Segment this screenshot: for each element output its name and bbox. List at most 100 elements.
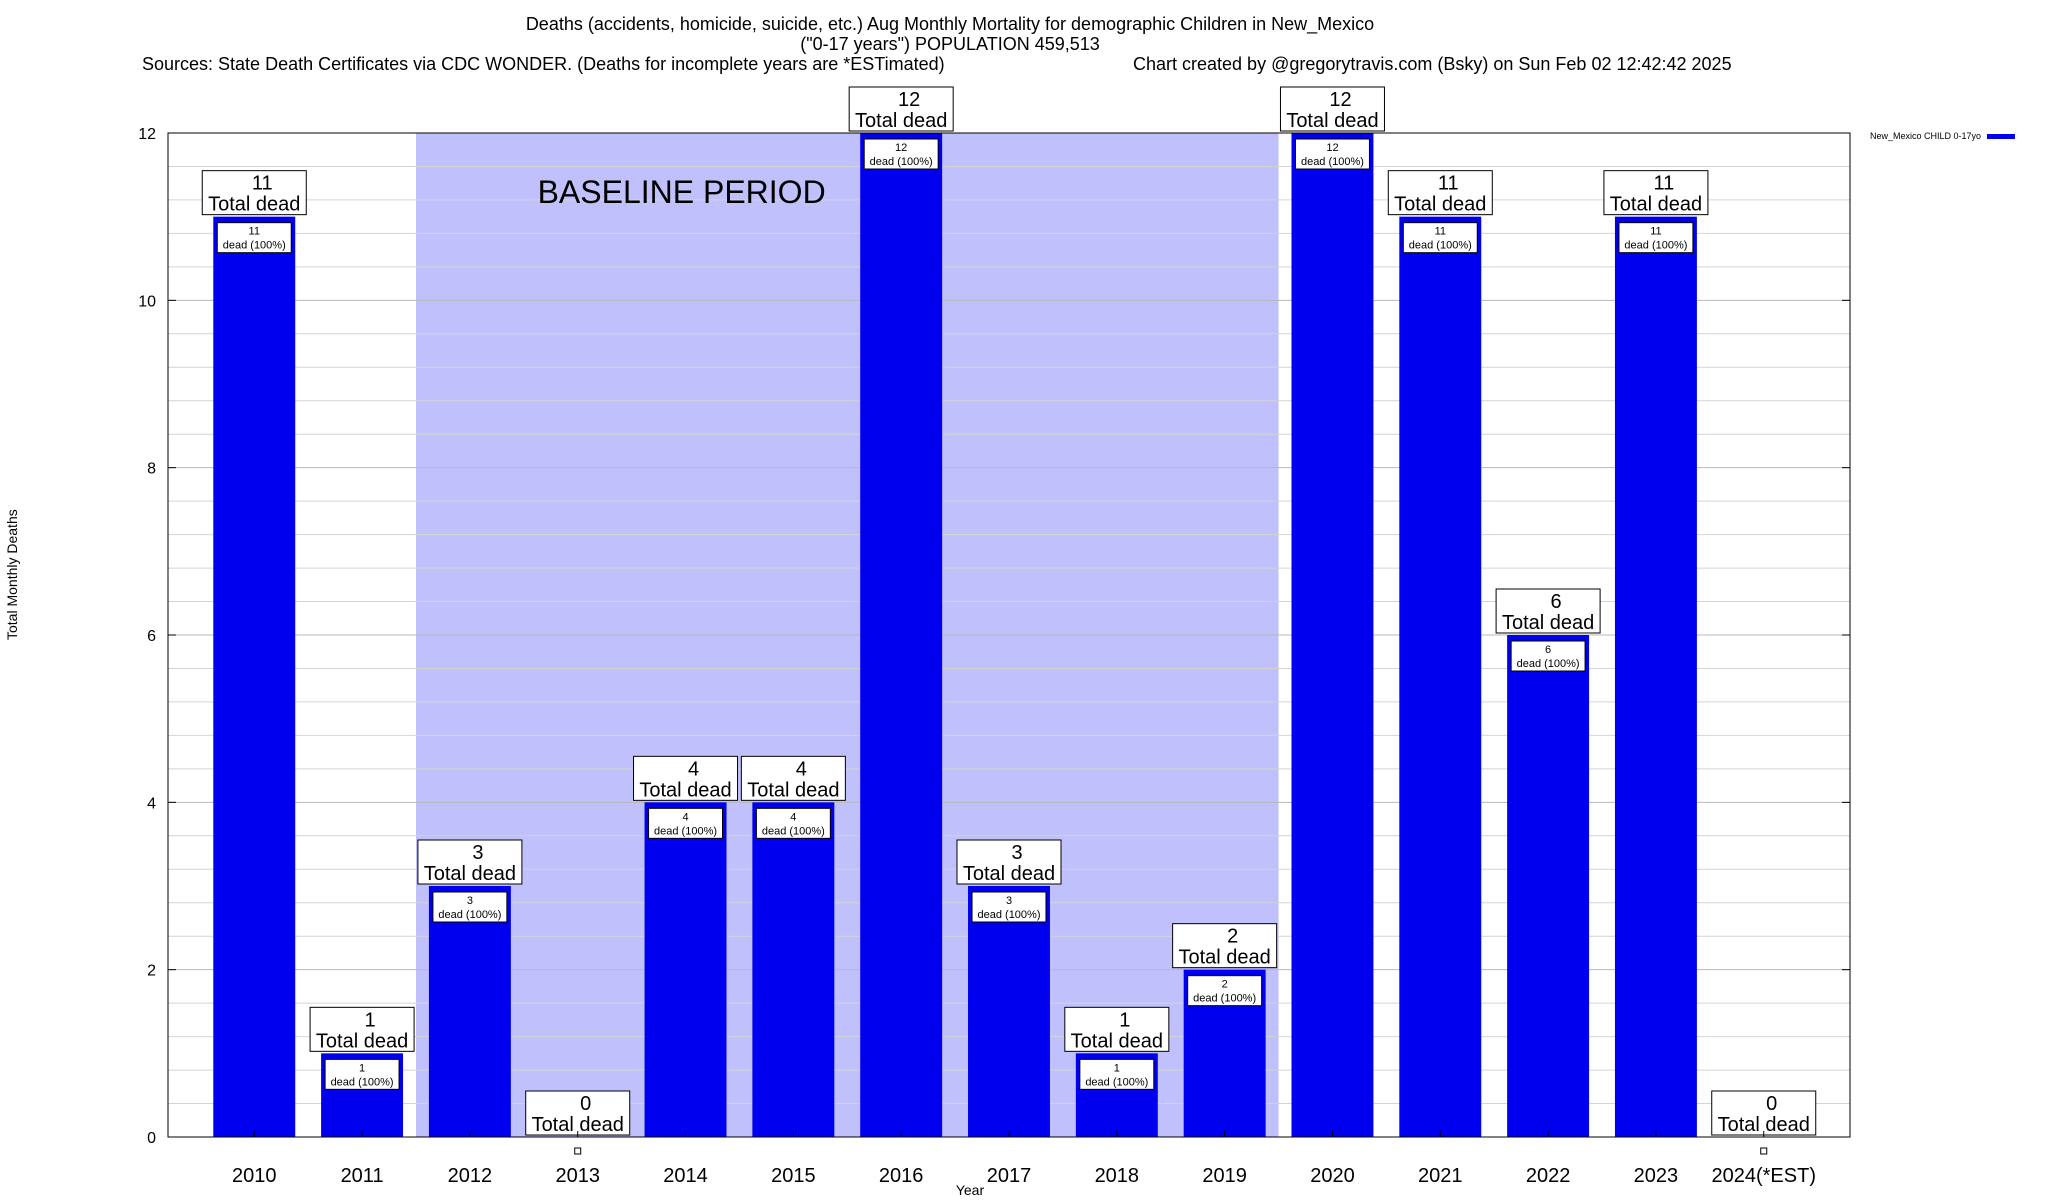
inner-label-pct: dead (100%) xyxy=(1301,156,1364,168)
x-tick-label: 2023 xyxy=(1634,1165,1679,1187)
inner-label-pct: dead (100%) xyxy=(870,156,933,168)
total-label-text: Total dead xyxy=(1502,612,1594,634)
inner-label-box xyxy=(648,807,724,839)
total-label-text: Total dead xyxy=(855,110,947,132)
total-label-box xyxy=(1495,588,1601,634)
total-label-text: Total dead xyxy=(1286,110,1378,132)
bar-2015 xyxy=(752,802,835,1137)
total-label-text: Total dead xyxy=(1718,1114,1810,1136)
inner-label-count: 12 xyxy=(895,142,907,154)
inner-label-box xyxy=(216,222,292,254)
total-label-box xyxy=(1064,1006,1170,1052)
total-label-box xyxy=(1387,170,1493,216)
total-label-value: 0 xyxy=(1766,1093,1777,1115)
inner-label-pct: dead (100%) xyxy=(978,909,1041,921)
x-tick-label: 2016 xyxy=(879,1165,924,1187)
y-axis-label: Total Monthly Deaths xyxy=(4,509,20,640)
chart-credit: Chart created by @gregorytravis.com (Bsk… xyxy=(1133,54,1732,74)
total-label-box xyxy=(201,170,307,216)
inner-label-count: 1 xyxy=(1114,1062,1120,1074)
x-tick-label: 2012 xyxy=(448,1165,493,1187)
total-label-text: Total dead xyxy=(747,779,839,801)
y-tick-label: 2 xyxy=(147,963,156,980)
y-tick-label: 10 xyxy=(138,293,156,310)
total-label-box xyxy=(633,755,739,801)
bar-2017 xyxy=(968,886,1050,1137)
inner-label-pct: dead (100%) xyxy=(438,909,501,921)
total-label-text: Total dead xyxy=(1071,1030,1163,1052)
inner-label-count: 11 xyxy=(249,226,260,238)
total-label-box xyxy=(956,839,1062,885)
x-tick-label: 2021 xyxy=(1418,1165,1463,1187)
total-label-text: Total dead xyxy=(963,863,1055,885)
inner-label-box xyxy=(1187,975,1263,1007)
total-label-text: Total dead xyxy=(1394,194,1486,216)
inner-label-box xyxy=(755,807,831,839)
x-tick-label: 2024(*EST) xyxy=(1711,1165,1816,1187)
total-label-text: Total dead xyxy=(1178,947,1270,969)
bar-2016 xyxy=(860,133,943,1137)
bar-2022 xyxy=(1507,635,1590,1137)
total-label-value: 12 xyxy=(1329,89,1351,111)
chart-title-line-1: Deaths (accidents, homicide, suicide, et… xyxy=(525,14,1375,34)
x-tick-label: 2013 xyxy=(555,1165,600,1187)
total-label-box xyxy=(309,1006,415,1052)
bar-2012 xyxy=(428,886,511,1137)
inner-label-count: 4 xyxy=(790,811,796,823)
inner-label-box xyxy=(863,138,939,170)
total-label-value: 11 xyxy=(1438,173,1459,195)
x-tick-label: 2020 xyxy=(1310,1165,1355,1187)
total-label-box xyxy=(417,839,523,885)
inner-label-pct: dead (100%) xyxy=(654,825,717,837)
inner-label-box xyxy=(1510,640,1586,672)
inner-label-count: 2 xyxy=(1222,979,1228,991)
legend: New_Mexico CHILD 0-17yo xyxy=(1870,131,2016,141)
inner-label-box xyxy=(1294,138,1370,170)
y-tick-label: 8 xyxy=(147,461,156,478)
total-label-box xyxy=(740,755,846,801)
x-tick-label: 2011 xyxy=(341,1165,384,1187)
x-tick-label: 2010 xyxy=(232,1165,277,1187)
total-label-text: Total dead xyxy=(424,863,516,885)
inner-label-pct: dead (100%) xyxy=(1624,240,1687,252)
total-label-text: Total dead xyxy=(316,1030,408,1052)
total-label-value: 2 xyxy=(1227,926,1238,948)
total-label-value: 4 xyxy=(796,758,807,780)
total-label-box xyxy=(1603,170,1709,216)
total-label-value: 1 xyxy=(1119,1009,1130,1031)
y-tick-label: 6 xyxy=(147,628,156,645)
chart-title-line-2: ("0-17 years") POPULATION 459,513 xyxy=(800,34,1100,54)
total-label-text: Total dead xyxy=(532,1114,624,1136)
inner-label-box xyxy=(1402,222,1478,254)
plot-frame xyxy=(167,132,1851,1138)
bar-2014 xyxy=(644,802,727,1137)
total-label-value: 12 xyxy=(898,89,920,111)
x-tick-label: 2014 xyxy=(663,1165,708,1187)
x-tick-label: 2022 xyxy=(1526,1165,1571,1187)
inner-label-count: 12 xyxy=(1326,142,1338,154)
total-label-box xyxy=(1172,923,1278,969)
inner-label-pct: dead (100%) xyxy=(1193,993,1256,1005)
x-axis-label: Year xyxy=(955,1182,985,1198)
total-label-value: 1 xyxy=(365,1009,376,1031)
x-tick-label: 2015 xyxy=(771,1165,816,1187)
total-label-box xyxy=(848,86,954,132)
total-label-box xyxy=(1279,86,1385,132)
x-tick-label: 2019 xyxy=(1202,1165,1247,1187)
zero-marker xyxy=(574,1147,582,1155)
bar-2023 xyxy=(1614,216,1697,1137)
inner-label-pct: dead (100%) xyxy=(1085,1076,1148,1088)
bar-2010 xyxy=(213,216,296,1137)
inner-label-pct: dead (100%) xyxy=(331,1076,394,1088)
x-tick-label: 2018 xyxy=(1095,1165,1140,1187)
total-label-value: 4 xyxy=(688,758,699,780)
total-label-text: Total dead xyxy=(1610,194,1702,216)
total-label-text: Total dead xyxy=(639,779,731,801)
total-label-box xyxy=(1711,1090,1817,1136)
total-label-value: 6 xyxy=(1551,591,1562,613)
inner-label-box xyxy=(432,891,508,923)
total-label-value: 3 xyxy=(472,842,483,864)
inner-label-count: 11 xyxy=(1650,226,1661,238)
baseline-period-label: BASELINE PERIOD xyxy=(538,174,826,210)
